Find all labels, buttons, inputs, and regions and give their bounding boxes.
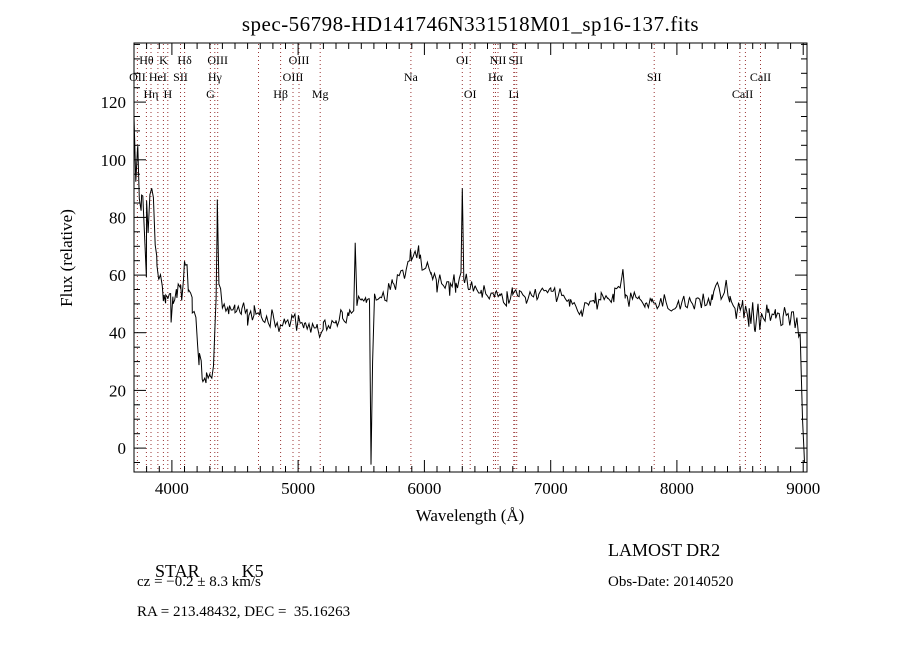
svg-text:SII: SII (173, 70, 188, 84)
svg-text:40: 40 (109, 324, 126, 343)
svg-text:8000: 8000 (660, 479, 694, 498)
svg-text:Hβ: Hβ (273, 87, 288, 101)
svg-text:OIII: OIII (289, 53, 310, 67)
svg-text:120: 120 (101, 93, 127, 112)
y-axis-label: Flux (relative) (57, 209, 76, 307)
svg-text:NII: NII (490, 53, 507, 67)
svg-text:CaII: CaII (732, 87, 753, 101)
svg-text:CaII: CaII (750, 70, 771, 84)
svg-text:OIII: OIII (283, 70, 304, 84)
svg-text:80: 80 (109, 208, 126, 227)
survey-label: LAMOST DR2 (608, 540, 721, 560)
classification-line: STAR K5 (137, 540, 264, 603)
svg-text:OI: OI (464, 87, 477, 101)
cz-value: cz = −0.2 ± 8.3 km/s (137, 574, 261, 590)
x-axis-label: Wavelength (Å) (416, 506, 525, 525)
svg-text:9000: 9000 (786, 479, 820, 498)
ra-dec-value: RA = 213.48432, DEC = 35.16263 (137, 604, 351, 620)
svg-text:Hδ: Hδ (177, 53, 192, 67)
svg-text:G: G (206, 87, 215, 101)
svg-text:OIII: OIII (207, 53, 228, 67)
svg-text:4000: 4000 (155, 479, 189, 498)
svg-text:SII: SII (647, 70, 662, 84)
object-type: STAR (155, 561, 200, 581)
svg-text:HeI: HeI (149, 70, 167, 84)
svg-text:K: K (159, 53, 168, 67)
svg-text:Hγ: Hγ (208, 70, 223, 84)
obs-date: Obs-Date: 20140520 (608, 574, 734, 590)
svg-text:100: 100 (101, 151, 127, 170)
object-subclass: K5 (241, 561, 264, 581)
svg-text:OII: OII (129, 70, 146, 84)
svg-text:60: 60 (109, 266, 126, 285)
svg-text:5000: 5000 (281, 479, 315, 498)
svg-text:Hα: Hα (488, 70, 504, 84)
svg-text:6000: 6000 (407, 479, 441, 498)
svg-text:0: 0 (118, 439, 127, 458)
svg-text:Hθ: Hθ (139, 53, 154, 67)
svg-text:OI: OI (456, 53, 469, 67)
svg-text:Mg: Mg (312, 87, 329, 101)
svg-text:7000: 7000 (534, 479, 568, 498)
plot-title: spec-56798-HD141746N331518M01_sp16-137.f… (241, 12, 700, 36)
svg-text:Na: Na (404, 70, 419, 84)
svg-text:Hη: Hη (144, 87, 159, 101)
svg-text:Li: Li (508, 87, 519, 101)
svg-text:SII: SII (508, 53, 523, 67)
svg-text:20: 20 (109, 381, 126, 400)
svg-text:H: H (163, 87, 172, 101)
